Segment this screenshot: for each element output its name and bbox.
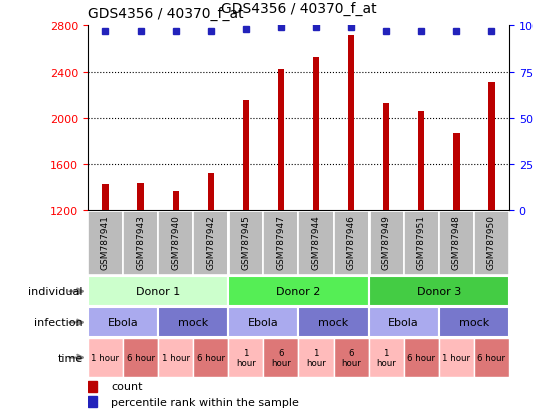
Text: individual: individual (28, 287, 83, 297)
Text: Ebola: Ebola (248, 318, 279, 328)
Bar (88, 308, 158, 337)
Bar (334, 339, 369, 377)
Text: percentile rank within the sample: percentile rank within the sample (111, 397, 299, 407)
Text: GSM787941: GSM787941 (101, 215, 110, 269)
Bar (298, 339, 334, 377)
Bar (158, 211, 193, 275)
Bar (138, 184, 144, 210)
Bar (88, 211, 123, 275)
Text: 1
hour: 1 hour (236, 348, 256, 367)
Bar (263, 339, 298, 377)
Text: mock: mock (178, 318, 208, 328)
Bar (173, 192, 179, 210)
Bar (474, 211, 509, 275)
Text: GSM787950: GSM787950 (487, 215, 496, 270)
Text: GSM787945: GSM787945 (241, 215, 251, 269)
Bar (439, 339, 474, 377)
Text: 1 hour: 1 hour (92, 353, 119, 362)
Text: GSM787951: GSM787951 (417, 215, 426, 270)
Bar (439, 211, 474, 275)
Bar (404, 211, 439, 275)
Bar (278, 70, 284, 210)
Bar (369, 277, 509, 306)
Bar (88, 381, 97, 392)
Text: GSM787943: GSM787943 (136, 215, 145, 269)
Bar (123, 339, 158, 377)
Bar (193, 339, 228, 377)
Text: GSM787947: GSM787947 (277, 215, 286, 269)
Bar (207, 173, 214, 210)
Bar (228, 211, 263, 275)
Text: mock: mock (459, 318, 489, 328)
Text: count: count (111, 381, 143, 391)
Bar (102, 185, 109, 210)
Text: GSM787948: GSM787948 (452, 215, 461, 269)
Bar (158, 339, 193, 377)
Bar (298, 308, 369, 337)
Bar (88, 396, 97, 407)
Bar (453, 133, 459, 210)
Bar (439, 308, 509, 337)
Bar (369, 211, 404, 275)
Bar (298, 211, 334, 275)
Bar (158, 308, 228, 337)
Text: 6 hour: 6 hour (197, 353, 225, 362)
Bar (313, 57, 319, 210)
Text: Donor 3: Donor 3 (417, 287, 461, 297)
Text: time: time (58, 353, 83, 363)
Bar (193, 211, 228, 275)
Bar (369, 308, 439, 337)
Bar (348, 36, 354, 210)
Text: 6 hour: 6 hour (126, 353, 155, 362)
Text: GDS4356 / 40370_f_at: GDS4356 / 40370_f_at (88, 7, 244, 21)
Bar (474, 339, 509, 377)
Text: 1
hour: 1 hour (376, 348, 396, 367)
Bar (369, 339, 404, 377)
Text: GSM787946: GSM787946 (346, 215, 356, 269)
Bar (404, 339, 439, 377)
Text: Donor 1: Donor 1 (136, 287, 180, 297)
Text: 6 hour: 6 hour (478, 353, 505, 362)
Text: infection: infection (34, 318, 83, 328)
Text: Ebola: Ebola (389, 318, 419, 328)
Text: Donor 2: Donor 2 (276, 287, 321, 297)
Bar (88, 277, 228, 306)
Bar (243, 101, 249, 210)
Bar (263, 211, 298, 275)
Text: GSM787940: GSM787940 (171, 215, 180, 269)
Text: GDS4356 / 40370_f_at: GDS4356 / 40370_f_at (221, 2, 376, 16)
Bar (88, 339, 123, 377)
Bar (488, 83, 495, 210)
Text: GSM787942: GSM787942 (206, 215, 215, 269)
Text: Ebola: Ebola (108, 318, 139, 328)
Text: 1 hour: 1 hour (442, 353, 471, 362)
Text: 6
hour: 6 hour (271, 348, 291, 367)
Text: GSM787949: GSM787949 (382, 215, 391, 269)
Bar (123, 211, 158, 275)
Bar (418, 112, 424, 210)
Bar (228, 339, 263, 377)
Bar (228, 308, 298, 337)
Bar (383, 103, 390, 210)
Bar (228, 277, 369, 306)
Text: 1 hour: 1 hour (161, 353, 190, 362)
Text: GSM787944: GSM787944 (311, 215, 320, 269)
Text: 1
hour: 1 hour (306, 348, 326, 367)
Text: mock: mock (318, 318, 349, 328)
Text: 6
hour: 6 hour (341, 348, 361, 367)
Text: 6 hour: 6 hour (407, 353, 435, 362)
Bar (334, 211, 369, 275)
